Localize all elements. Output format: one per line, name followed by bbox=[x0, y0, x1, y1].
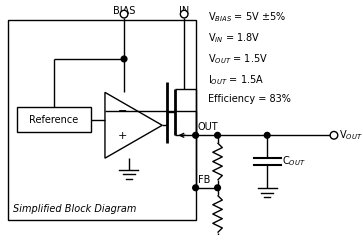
Text: +: + bbox=[118, 131, 127, 141]
Circle shape bbox=[193, 132, 199, 138]
Circle shape bbox=[180, 10, 188, 18]
Text: OUT: OUT bbox=[197, 122, 218, 132]
Text: FB: FB bbox=[199, 175, 211, 185]
Circle shape bbox=[215, 185, 220, 191]
Text: Reference: Reference bbox=[29, 114, 78, 125]
Circle shape bbox=[330, 132, 338, 139]
Text: C$_{OUT}$: C$_{OUT}$ bbox=[282, 155, 306, 168]
Bar bbox=[8, 20, 196, 220]
Text: −: − bbox=[118, 107, 127, 116]
Circle shape bbox=[121, 56, 127, 62]
Text: IN: IN bbox=[179, 6, 189, 15]
Text: I$_{OUT}$ = 1.5A: I$_{OUT}$ = 1.5A bbox=[208, 73, 264, 87]
Circle shape bbox=[120, 10, 128, 18]
Text: V$_{OUT}$ = 1.5V: V$_{OUT}$ = 1.5V bbox=[208, 52, 268, 66]
Text: V$_{IN}$ = 1.8V: V$_{IN}$ = 1.8V bbox=[208, 31, 260, 45]
Text: V$_{BIAS}$ = 5V ±5%: V$_{BIAS}$ = 5V ±5% bbox=[208, 10, 286, 24]
Bar bbox=[17, 107, 91, 132]
Text: Efficiency = 83%: Efficiency = 83% bbox=[208, 94, 291, 104]
Circle shape bbox=[264, 132, 270, 138]
Text: BIAS: BIAS bbox=[113, 6, 135, 15]
Text: Simplified Block Diagram: Simplified Block Diagram bbox=[13, 204, 137, 214]
Circle shape bbox=[215, 132, 220, 138]
Circle shape bbox=[193, 185, 199, 191]
Text: V$_{OUT}$: V$_{OUT}$ bbox=[339, 128, 362, 142]
